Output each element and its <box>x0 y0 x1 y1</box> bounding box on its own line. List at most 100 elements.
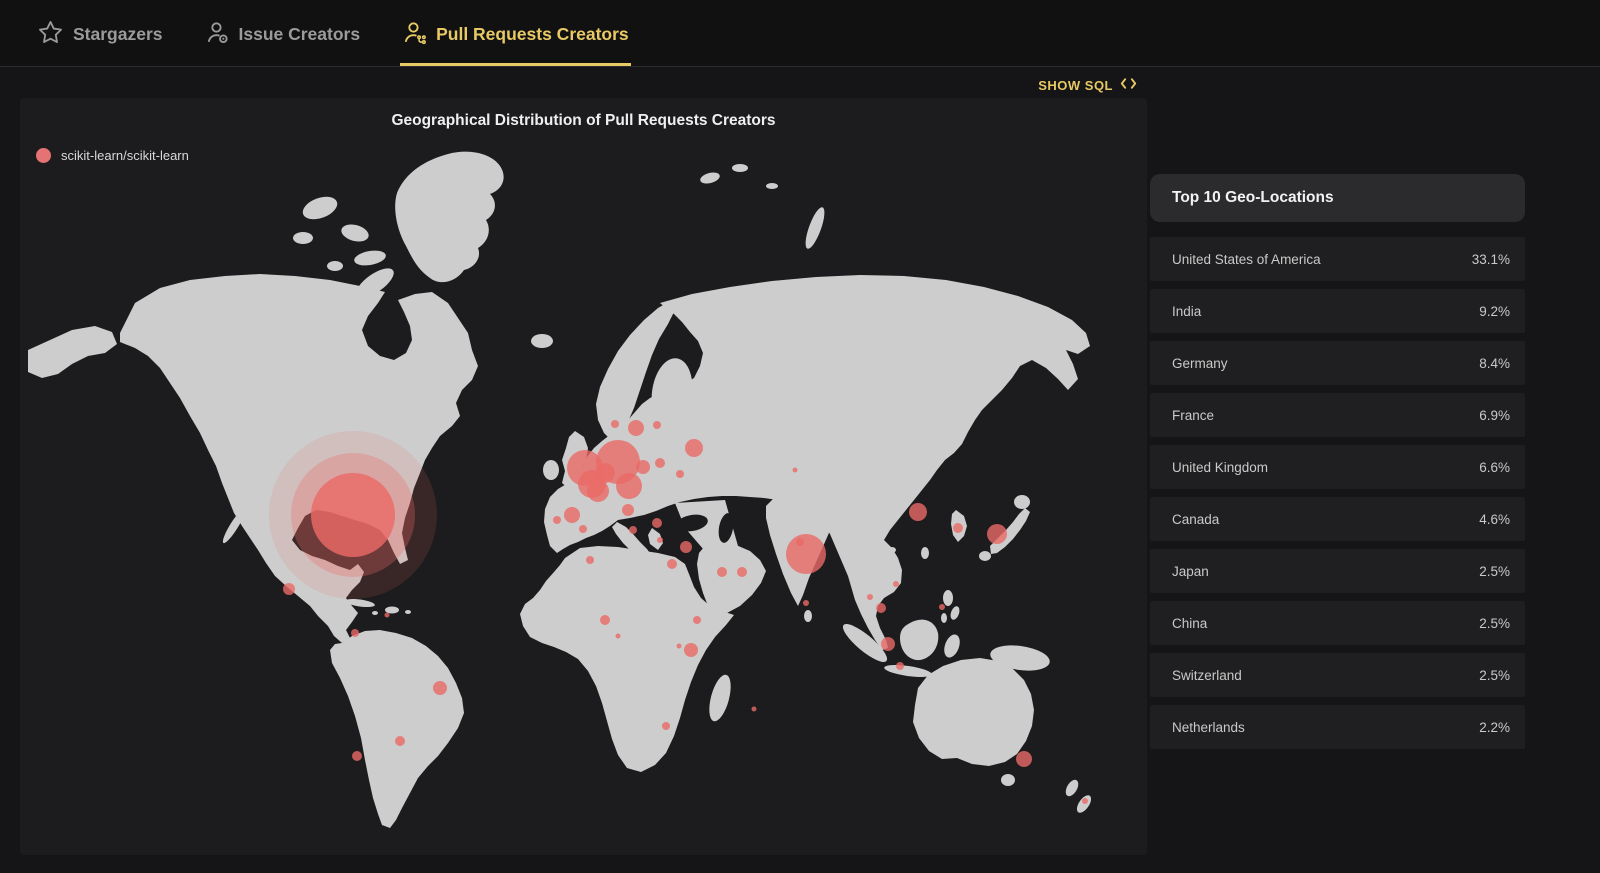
geo-location-percent: 8.4% <box>1479 355 1510 371</box>
map-bubble <box>433 681 447 695</box>
code-brackets-icon <box>1120 77 1137 93</box>
map-bubble <box>657 537 663 543</box>
map-bubble <box>611 420 619 428</box>
map-bubble <box>628 420 644 436</box>
geo-location-row: China 2.5% <box>1150 601 1525 645</box>
map-bubble <box>622 504 634 516</box>
tab-bar: Stargazers Issue Creators <box>0 0 1600 67</box>
geo-location-row: France 6.9% <box>1150 393 1525 437</box>
geo-location-percent: 2.5% <box>1479 563 1510 579</box>
bubble-layer <box>269 420 1088 804</box>
geo-distribution-chart: Geographical Distribution of Pull Reques… <box>20 98 1147 855</box>
geo-location-name: United States of America <box>1172 251 1321 267</box>
show-sql-button[interactable]: SHOW SQL <box>1032 76 1143 94</box>
map-bubble <box>796 538 804 546</box>
map-bubble <box>384 612 390 618</box>
map-bubble <box>586 556 594 564</box>
geo-location-percent: 6.9% <box>1479 407 1510 423</box>
map-bubble <box>652 518 662 528</box>
geo-location-row: Germany 8.4% <box>1150 341 1525 385</box>
map-bubble <box>667 559 677 569</box>
tab-issue-creators[interactable]: Issue Creators <box>203 0 363 66</box>
map-bubble <box>867 594 873 600</box>
legend-item-scikit-learn[interactable]: scikit-learn/scikit-learn <box>36 148 189 163</box>
issue-creator-icon <box>205 20 230 50</box>
landmass-south-america <box>330 630 464 828</box>
geo-location-percent: 9.2% <box>1479 303 1510 319</box>
geo-location-row: Netherlands 2.2% <box>1150 705 1525 749</box>
world-map <box>28 151 1092 828</box>
geo-location-percent: 6.6% <box>1479 459 1510 475</box>
map-bubble <box>653 421 661 429</box>
tab-label: Stargazers <box>73 24 163 44</box>
map-bubble <box>685 439 703 457</box>
top-geo-locations-panel: Top 10 Geo-Locations United States of Am… <box>1150 174 1525 757</box>
map-bubble <box>792 467 798 473</box>
map-bubble <box>311 473 395 557</box>
geo-location-name: France <box>1172 407 1215 423</box>
map-bubble <box>737 567 747 577</box>
geo-location-percent: 4.6% <box>1479 511 1510 527</box>
tab-label: Issue Creators <box>238 24 361 44</box>
map-bubble <box>876 603 886 613</box>
map-bubble <box>616 473 642 499</box>
map-bubble <box>629 526 637 534</box>
tab-label: Pull Requests Creators <box>436 24 629 44</box>
inland-seas <box>676 513 734 543</box>
geo-location-list: United States of America 33.1% India 9.2… <box>1150 237 1525 749</box>
geo-location-name: United Kingdom <box>1172 459 1269 475</box>
geo-location-row: India 9.2% <box>1150 289 1525 333</box>
map-bubble <box>587 480 609 502</box>
legend-dot-icon <box>36 148 51 163</box>
geo-location-name: Japan <box>1172 563 1209 579</box>
tab-pull-requests-creators[interactable]: Pull Requests Creators <box>400 0 631 66</box>
map-bubble <box>751 706 757 712</box>
map-bubble <box>579 525 587 533</box>
geo-location-name: India <box>1172 303 1202 319</box>
map-bubble <box>1016 751 1032 767</box>
geo-location-percent: 33.1% <box>1471 251 1510 267</box>
map-bubble <box>615 633 621 639</box>
star-icon <box>37 19 64 51</box>
map-bubble <box>786 534 826 574</box>
main-content: SHOW SQL Geographical Distribution of Pu… <box>0 67 1600 873</box>
bubble-series-scikit-learn <box>269 420 1088 804</box>
pull-request-creator-icon <box>402 20 427 50</box>
map-bubble <box>939 604 945 610</box>
geo-location-row: Switzerland 2.5% <box>1150 653 1525 697</box>
geo-location-name: Germany <box>1172 355 1228 371</box>
map-bubble <box>600 615 610 625</box>
landmass-north-america <box>28 274 478 643</box>
map-bubble <box>680 541 692 553</box>
tab-stargazers[interactable]: Stargazers <box>35 0 165 66</box>
map-bubble <box>1082 798 1088 804</box>
map-bubble <box>881 637 895 651</box>
map-bubble <box>684 643 698 657</box>
map-bubble <box>909 503 927 521</box>
geo-location-percent: 2.5% <box>1479 615 1510 631</box>
map-bubble <box>676 470 684 478</box>
map-bubble <box>564 507 580 523</box>
map-bubble <box>896 662 904 670</box>
geo-location-row: United States of America 33.1% <box>1150 237 1525 281</box>
map-bubble <box>283 583 295 595</box>
map-bubble <box>352 751 362 761</box>
geo-location-percent: 2.5% <box>1479 667 1510 683</box>
panel-title: Top 10 Geo-Locations <box>1150 174 1525 222</box>
map-bubble <box>395 736 405 746</box>
geo-location-percent: 2.2% <box>1479 719 1510 735</box>
map-bubble <box>636 460 650 474</box>
geo-location-name: China <box>1172 615 1208 631</box>
geo-location-row: United Kingdom 6.6% <box>1150 445 1525 489</box>
show-sql-label: SHOW SQL <box>1038 77 1113 93</box>
legend-label: scikit-learn/scikit-learn <box>61 148 189 163</box>
chart-title: Geographical Distribution of Pull Reques… <box>391 112 776 129</box>
geo-location-row: Canada 4.6% <box>1150 497 1525 541</box>
geo-location-name: Canada <box>1172 511 1220 527</box>
map-bubble <box>717 567 727 577</box>
map-bubble <box>553 516 561 524</box>
geo-location-name: Switzerland <box>1172 667 1242 683</box>
map-bubble <box>987 524 1007 544</box>
map-bubble <box>662 722 670 730</box>
map-bubble <box>803 600 809 606</box>
